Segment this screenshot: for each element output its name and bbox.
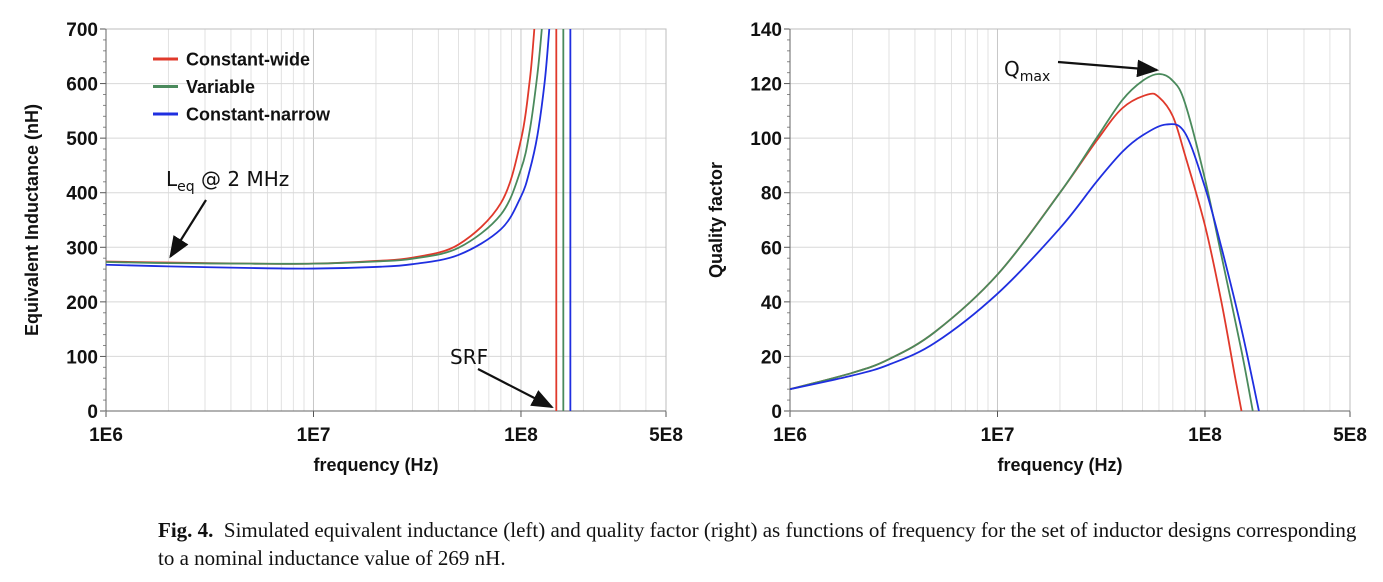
y-tick-label: 60 — [761, 238, 782, 259]
legend-label: Variable — [186, 77, 255, 97]
series-line-constant-wide — [106, 29, 536, 265]
y-axis-title: Equivalent Inductance (nH) — [22, 104, 42, 336]
y-tick-label: 200 — [66, 293, 98, 314]
series-line-constant-narrow — [106, 29, 551, 270]
series-line-constant-narrow — [790, 123, 1260, 411]
y-tick-label: 500 — [66, 129, 98, 150]
plot-frame — [789, 28, 1351, 412]
annotation-label: Qmax — [1004, 57, 1050, 85]
annotation-arrow — [1057, 59, 1160, 78]
series-line-variable — [790, 73, 1254, 411]
x-tick-label: 1E8 — [1188, 425, 1222, 446]
y-tick-label: 120 — [750, 75, 782, 96]
annotation-text: L — [166, 167, 178, 191]
y-tick-label: 400 — [66, 184, 98, 205]
annotation-label: Leq @ 2 MHz — [166, 167, 289, 195]
x-axis-title: frequency (Hz) — [313, 455, 438, 475]
y-tick-label: 600 — [66, 75, 98, 96]
x-tick-label: 1E6 — [89, 425, 123, 446]
x-tick-label: 5E8 — [649, 425, 683, 446]
y-tick-label: 0 — [771, 402, 782, 423]
series-line-variable — [106, 29, 543, 265]
annotation-label: SRF — [450, 345, 488, 369]
annotation-text: Q — [1004, 57, 1020, 81]
series-group — [790, 73, 1260, 411]
caption-text: Simulated equivalent inductance (left) a… — [158, 518, 1357, 570]
x-tick-label: 5E8 — [1333, 425, 1367, 446]
annotation-arrow — [477, 368, 554, 409]
annotation-arrow — [169, 199, 207, 259]
figure-caption: Fig. 4. Simulated equivalent inductance … — [158, 516, 1373, 572]
x-tick-label: 1E7 — [981, 425, 1015, 446]
y-tick-label: 100 — [66, 347, 98, 368]
x-tick-label: 1E6 — [773, 425, 807, 446]
y-tick-label: 40 — [761, 293, 782, 314]
legend-label: Constant-wide — [186, 50, 310, 70]
y-tick-label: 140 — [750, 20, 782, 41]
legend-label: Constant-narrow — [186, 105, 331, 125]
chart-right: 0 20 40 60 80 100 120 140 1E6 1E7 1E8 5E8 frequency … — [706, 20, 1367, 475]
x-tick-label: 1E7 — [297, 425, 331, 446]
annotation-text: SRF — [450, 345, 488, 369]
x-tick-label: 1E8 — [504, 425, 538, 446]
caption-label: Fig. 4. — [158, 518, 214, 542]
x-axis-title: frequency (Hz) — [997, 455, 1122, 475]
y-tick-label: 300 — [66, 238, 98, 259]
y-tick-label: 0 — [87, 402, 98, 423]
y-tick-label: 20 — [761, 347, 782, 368]
chart-left: 0 100 200 300 400 500 600 700 1E6 1E7 1E8 5E8 freque… — [22, 20, 683, 475]
y-tick-label: 700 — [66, 20, 98, 41]
series-group — [106, 29, 572, 411]
y-tick-label: 100 — [750, 129, 782, 150]
annotation-subscript: eq — [177, 179, 195, 195]
y-tick-label: 80 — [761, 184, 782, 205]
annotation-subscript: max — [1020, 69, 1051, 85]
annotation-suffix: @ 2 MHz — [195, 167, 290, 191]
y-axis-title: Quality factor — [706, 162, 726, 278]
